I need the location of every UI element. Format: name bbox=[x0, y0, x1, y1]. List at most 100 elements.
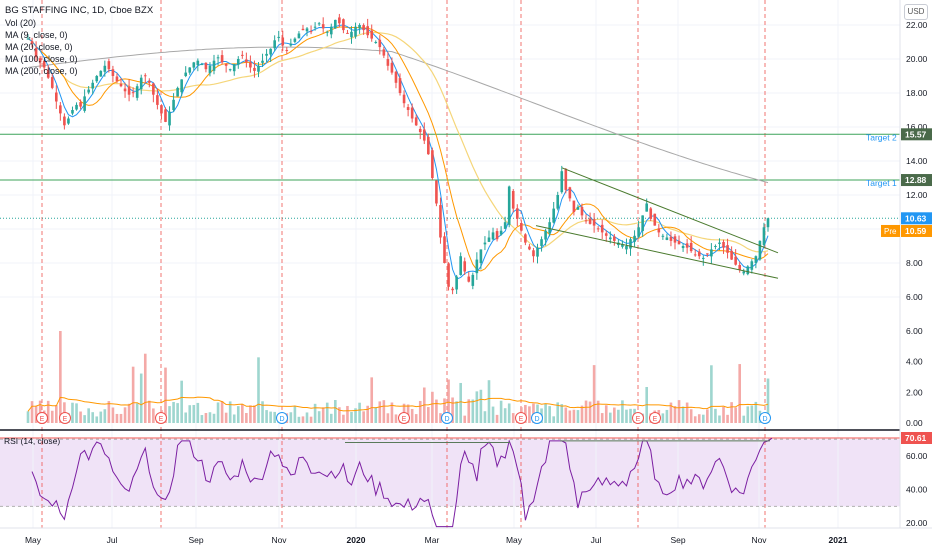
candle-body bbox=[362, 25, 365, 31]
svg-text:D: D bbox=[534, 416, 539, 423]
candle-body bbox=[87, 89, 90, 93]
candle-body bbox=[730, 250, 733, 260]
candle-body bbox=[689, 242, 693, 252]
volume-ma-line bbox=[27, 396, 769, 412]
rsi-line bbox=[31, 437, 773, 528]
candle-body bbox=[402, 94, 406, 104]
candle-body bbox=[277, 36, 281, 38]
candle-body bbox=[350, 31, 353, 38]
volume-bar bbox=[135, 403, 139, 423]
volume-bar bbox=[613, 407, 616, 423]
volume-bar bbox=[431, 391, 434, 423]
volume-bar bbox=[143, 353, 147, 423]
volume-bar bbox=[443, 398, 446, 423]
candle-body bbox=[143, 75, 147, 77]
grid bbox=[0, 0, 900, 528]
candle-body bbox=[67, 118, 70, 124]
candle-body bbox=[176, 87, 179, 97]
volume-bar bbox=[346, 405, 349, 423]
candle-body bbox=[309, 31, 313, 33]
candle-body bbox=[455, 276, 458, 290]
candle-body bbox=[515, 208, 519, 219]
candle-body bbox=[59, 105, 62, 114]
candle-body bbox=[560, 171, 564, 193]
volume-bar bbox=[176, 403, 179, 423]
volume-bar bbox=[592, 365, 596, 423]
currency-button[interactable]: USD bbox=[904, 4, 928, 20]
time-tick-label: Sep bbox=[188, 535, 203, 545]
candle-body bbox=[556, 195, 560, 209]
volume-bar bbox=[584, 400, 588, 423]
candle-body bbox=[685, 243, 689, 248]
candle-body bbox=[54, 92, 58, 102]
candle-body bbox=[524, 234, 527, 243]
candle-body bbox=[123, 88, 127, 92]
volume-bar bbox=[528, 406, 531, 423]
volume-bar bbox=[245, 413, 248, 423]
ma100-line bbox=[27, 31, 769, 253]
earnings-marker: E bbox=[59, 412, 71, 424]
volume-bar bbox=[131, 366, 135, 423]
volume-bar bbox=[50, 410, 54, 423]
candle-body bbox=[358, 25, 361, 29]
volume-bar bbox=[75, 403, 78, 423]
candle-body bbox=[160, 105, 163, 114]
volume-bar bbox=[204, 413, 208, 423]
volume-bar bbox=[261, 401, 264, 423]
candle-body bbox=[30, 41, 34, 44]
volume-bar bbox=[463, 415, 467, 423]
time-tick-label: Jul bbox=[107, 535, 118, 545]
volume-bar bbox=[673, 406, 677, 423]
candle-body bbox=[297, 33, 301, 39]
volume-bar bbox=[726, 414, 729, 423]
candle-body bbox=[253, 67, 256, 71]
volume-bar bbox=[669, 402, 673, 423]
candle-body bbox=[131, 92, 135, 94]
candle-body bbox=[204, 62, 208, 70]
candle-body bbox=[665, 237, 669, 240]
volume-bar bbox=[148, 400, 151, 423]
candle-body bbox=[431, 150, 434, 178]
candle-body bbox=[613, 236, 616, 241]
candle-body bbox=[766, 218, 770, 228]
candle-body bbox=[321, 24, 325, 29]
candle-body bbox=[427, 136, 430, 155]
candle-body bbox=[463, 261, 467, 272]
candle-body bbox=[544, 230, 547, 240]
candle-body bbox=[188, 67, 192, 73]
candle-body bbox=[548, 222, 551, 234]
candle-body bbox=[673, 236, 677, 243]
volume-bar bbox=[309, 416, 313, 423]
volume-bar bbox=[564, 407, 568, 423]
volume-bar bbox=[689, 409, 693, 423]
volume-bar bbox=[216, 402, 220, 423]
volume-bar bbox=[224, 412, 228, 423]
price-tick-label: 14.00 bbox=[906, 156, 928, 166]
candle-body bbox=[374, 42, 378, 43]
candle-body bbox=[289, 43, 293, 46]
candle-body bbox=[410, 107, 414, 119]
candle-body bbox=[588, 218, 592, 224]
candle-body bbox=[649, 208, 653, 219]
candle-body bbox=[483, 242, 487, 245]
candle-body bbox=[677, 240, 681, 245]
volume-bar bbox=[152, 408, 155, 423]
volume-bar bbox=[625, 409, 628, 423]
candle-body bbox=[366, 26, 369, 36]
candle-body bbox=[718, 242, 721, 244]
pre-market-tag: Pre 10.59 bbox=[881, 224, 932, 237]
volume-bar bbox=[685, 402, 689, 423]
candle-body bbox=[249, 62, 252, 68]
candle-body bbox=[115, 76, 119, 82]
candle-body bbox=[111, 69, 115, 76]
volume-bar bbox=[499, 400, 503, 423]
candle-body bbox=[236, 59, 240, 65]
candle-body bbox=[608, 237, 612, 240]
volume-bar bbox=[386, 413, 390, 423]
candle-body bbox=[604, 233, 608, 236]
candle-body bbox=[722, 241, 725, 248]
volume-bar bbox=[257, 357, 260, 423]
candle-body bbox=[71, 110, 74, 114]
volume-bar bbox=[362, 411, 365, 423]
